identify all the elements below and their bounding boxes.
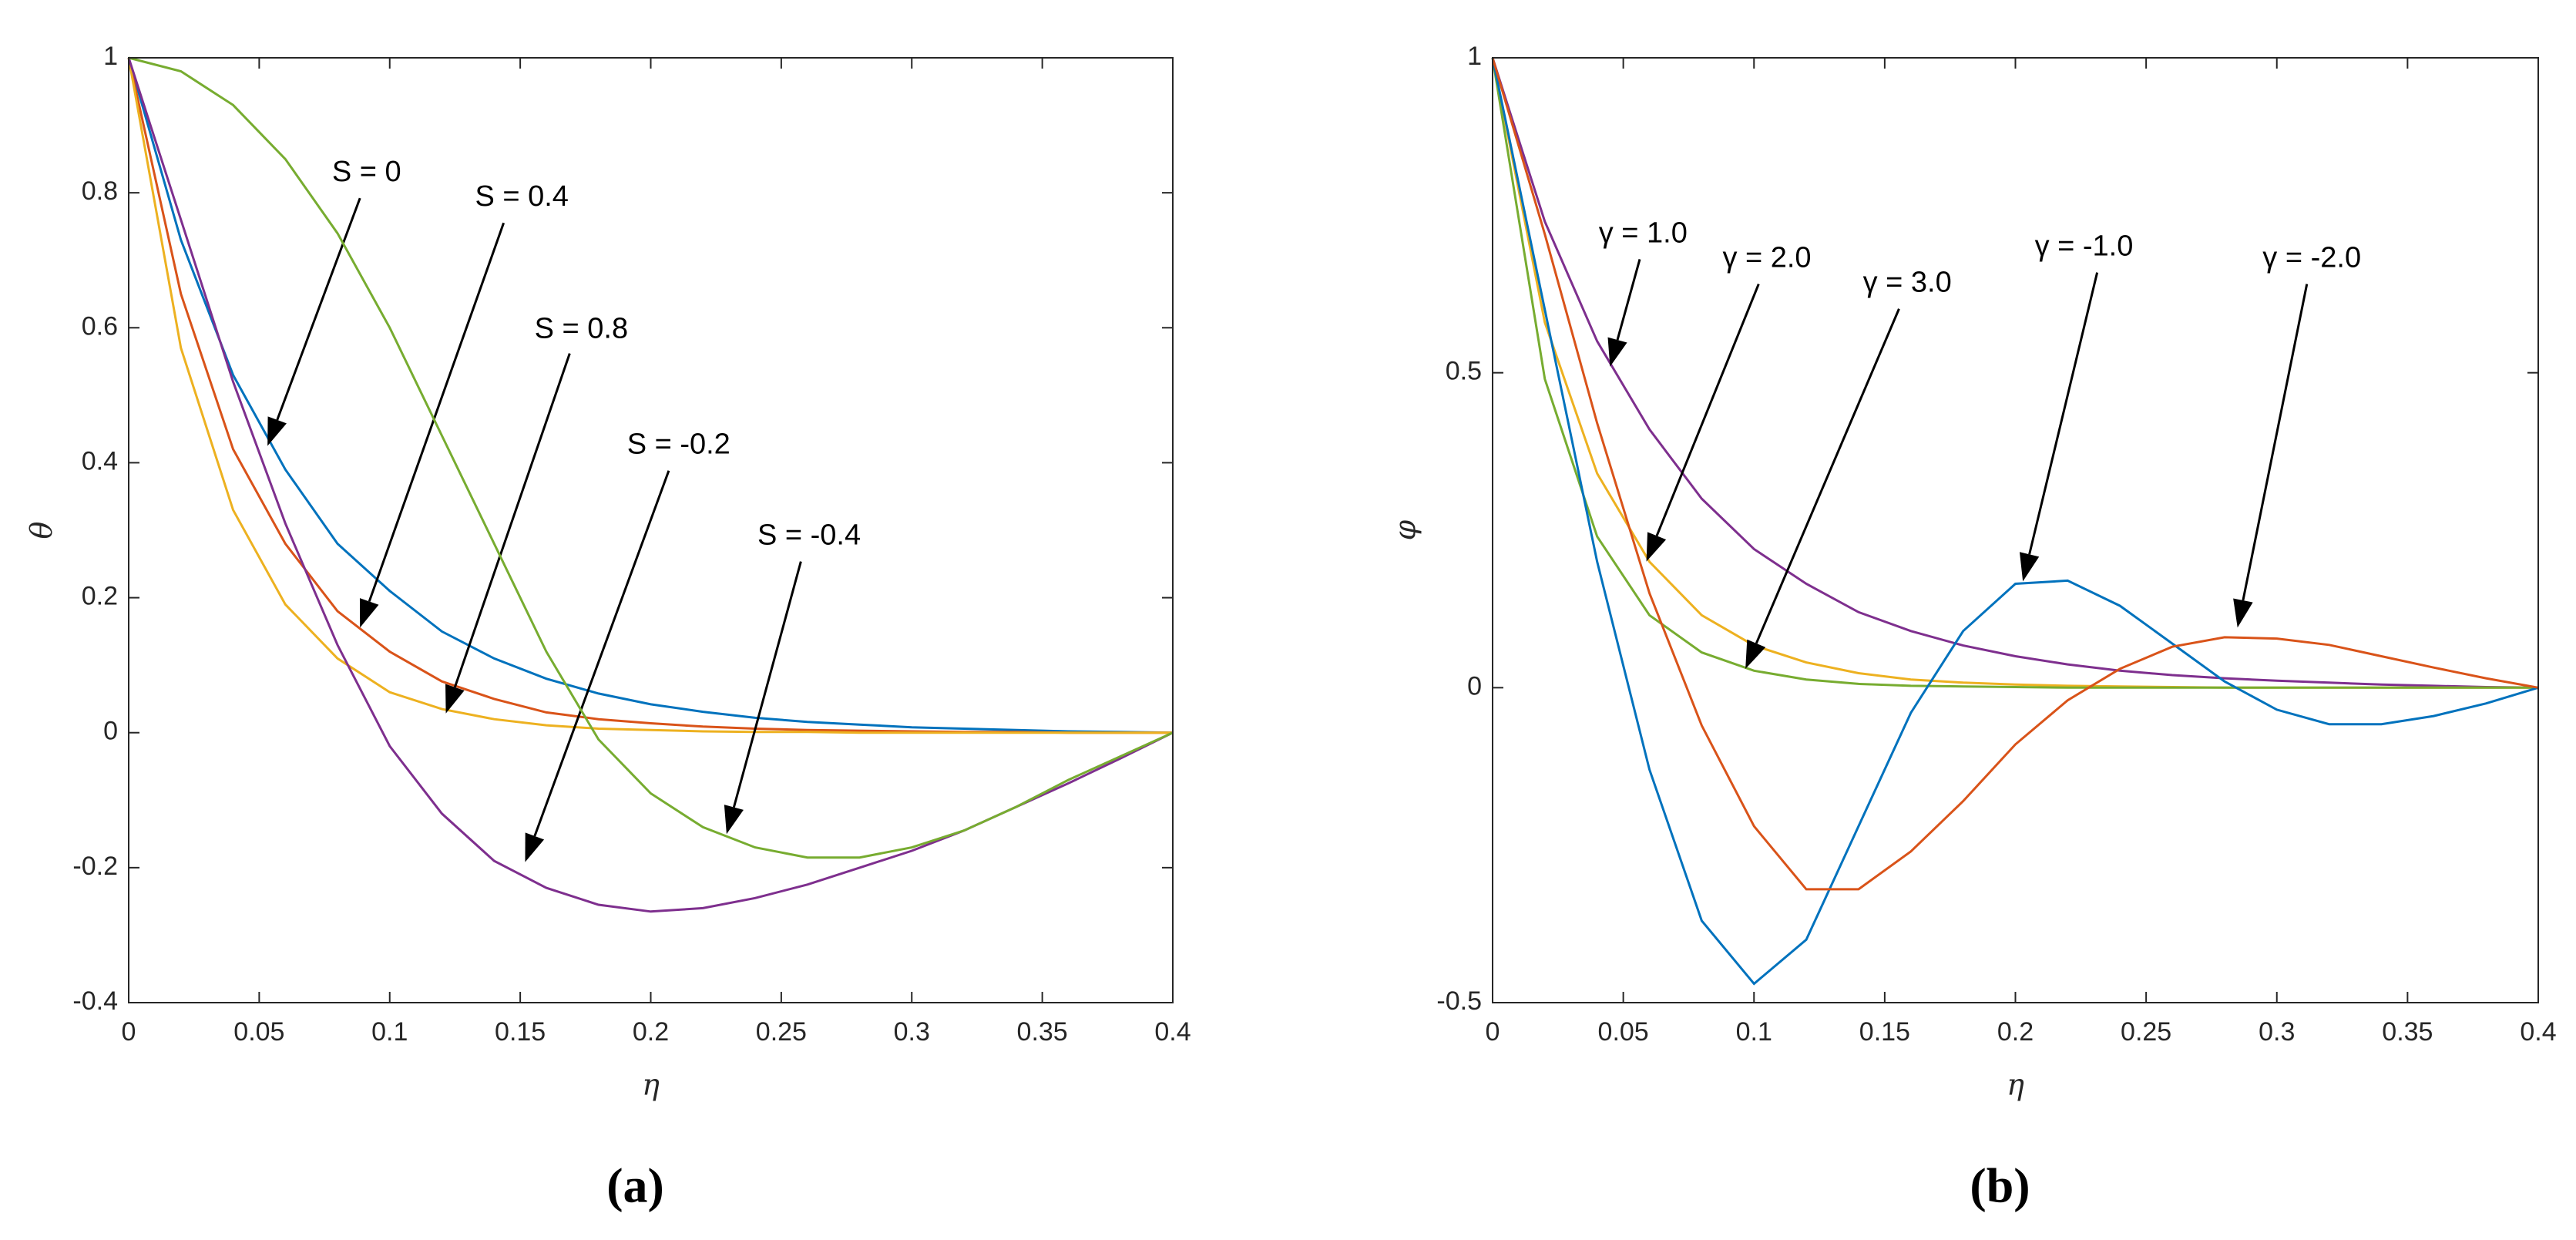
annotation: S = -0.2 xyxy=(627,428,730,461)
x-axis-label: η xyxy=(2007,1068,2024,1102)
arrow-head xyxy=(1745,639,1766,669)
annotation-arrow xyxy=(732,561,802,808)
arrow-head xyxy=(2233,598,2253,628)
x-tick-label: 0.1 xyxy=(1736,1017,1772,1047)
arrow-head xyxy=(359,598,379,628)
data-line xyxy=(1491,57,2538,689)
arrow-head xyxy=(267,416,287,446)
x-tick-label: 0 xyxy=(1486,1017,1500,1047)
annotation-arrow xyxy=(1616,259,1641,341)
x-tick-label: 0.25 xyxy=(756,1017,807,1047)
y-tick-label: 0.4 xyxy=(82,446,118,476)
y-tick-label: 0.6 xyxy=(82,311,118,341)
annotation-arrow xyxy=(2242,284,2309,601)
axes-box xyxy=(128,57,1174,1003)
y-tick-label: -0.4 xyxy=(72,986,118,1016)
annotation-arrow xyxy=(368,222,505,602)
annotation: γ = 2.0 xyxy=(1722,241,1811,274)
arrow-head xyxy=(445,684,465,714)
y-tick-label: 1 xyxy=(103,42,118,71)
annotation-arrow xyxy=(1655,284,1760,536)
data-line xyxy=(1491,57,2539,986)
x-tick-label: 0.3 xyxy=(894,1017,930,1047)
annotation-arrow xyxy=(2028,272,2099,555)
plot-area xyxy=(1493,58,2538,1003)
y-axis-label: θ xyxy=(25,521,59,539)
annotation: S = -0.4 xyxy=(757,519,861,552)
data-line xyxy=(1491,57,2539,891)
x-tick-label: 0 xyxy=(122,1017,136,1047)
chart-panel: 0 0.05 0.1 0.15 0.2 0.25 0.3 0.35 0.4 -0.4 -0.2 0 0.… xyxy=(25,42,1191,1213)
y-axis-label: φ xyxy=(1389,519,1422,540)
data-line xyxy=(127,57,1174,734)
arrow-head xyxy=(1646,532,1667,562)
y-tick-label: 0.2 xyxy=(82,582,118,611)
annotation-arrow xyxy=(533,470,670,837)
annotation-arrow xyxy=(276,197,361,421)
arrow-head xyxy=(1607,337,1627,367)
y-tick-label: 0.5 xyxy=(1446,357,1482,386)
x-tick-label: 0.4 xyxy=(2520,1017,2556,1047)
annotation: S = 0.4 xyxy=(475,180,568,213)
x-axis-label: η xyxy=(642,1068,660,1102)
x-tick-label: 0.35 xyxy=(1017,1017,1068,1047)
x-tick-label: 0.2 xyxy=(1997,1017,2034,1047)
x-tick-label: 0.05 xyxy=(1598,1017,1649,1047)
annotation-arrow xyxy=(453,353,571,688)
x-tick-label: 0.35 xyxy=(2382,1017,2433,1047)
annotation: γ = -2.0 xyxy=(2262,241,2361,274)
caption: (b) xyxy=(1970,1158,2030,1213)
data-line xyxy=(127,57,1173,734)
x-tick-label: 0.2 xyxy=(633,1017,669,1047)
y-tick-label: 0 xyxy=(1467,671,1482,701)
y-tick-label: 1 xyxy=(1467,42,1482,71)
arrow-head xyxy=(2019,552,2040,582)
data-line xyxy=(128,56,1174,859)
annotation: S = 0 xyxy=(332,156,401,188)
y-tick-label: -0.2 xyxy=(72,852,118,881)
y-tick-label: 0 xyxy=(103,717,118,746)
x-tick-label: 0.4 xyxy=(1154,1017,1191,1047)
annotation: γ = 3.0 xyxy=(1863,267,1952,299)
plot-area xyxy=(129,58,1173,1003)
axes-box xyxy=(1492,57,2539,1003)
chart-panel: 0 0.05 0.1 0.15 0.2 0.25 0.3 0.35 0.4-0.500.51γ … xyxy=(1389,42,2557,1213)
annotation: γ = -1.0 xyxy=(2035,230,2134,262)
x-tick-label: 0.1 xyxy=(371,1017,408,1047)
x-tick-label: 0.15 xyxy=(1859,1017,1910,1047)
x-tick-label: 0.05 xyxy=(233,1017,284,1047)
annotation: γ = 1.0 xyxy=(1599,217,1688,249)
caption: (a) xyxy=(606,1158,664,1213)
x-tick-label: 0.25 xyxy=(2121,1017,2171,1047)
annotation-arrow xyxy=(1755,308,1900,644)
arrow-head xyxy=(525,832,545,862)
x-tick-label: 0.3 xyxy=(2259,1017,2295,1047)
x-tick-label: 0.15 xyxy=(495,1017,546,1047)
y-tick-label: -0.5 xyxy=(1436,986,1482,1016)
annotation: S = 0.8 xyxy=(535,313,628,345)
data-line xyxy=(1491,57,2539,689)
y-tick-label: 0.8 xyxy=(82,176,118,206)
arrow-head xyxy=(724,805,744,835)
